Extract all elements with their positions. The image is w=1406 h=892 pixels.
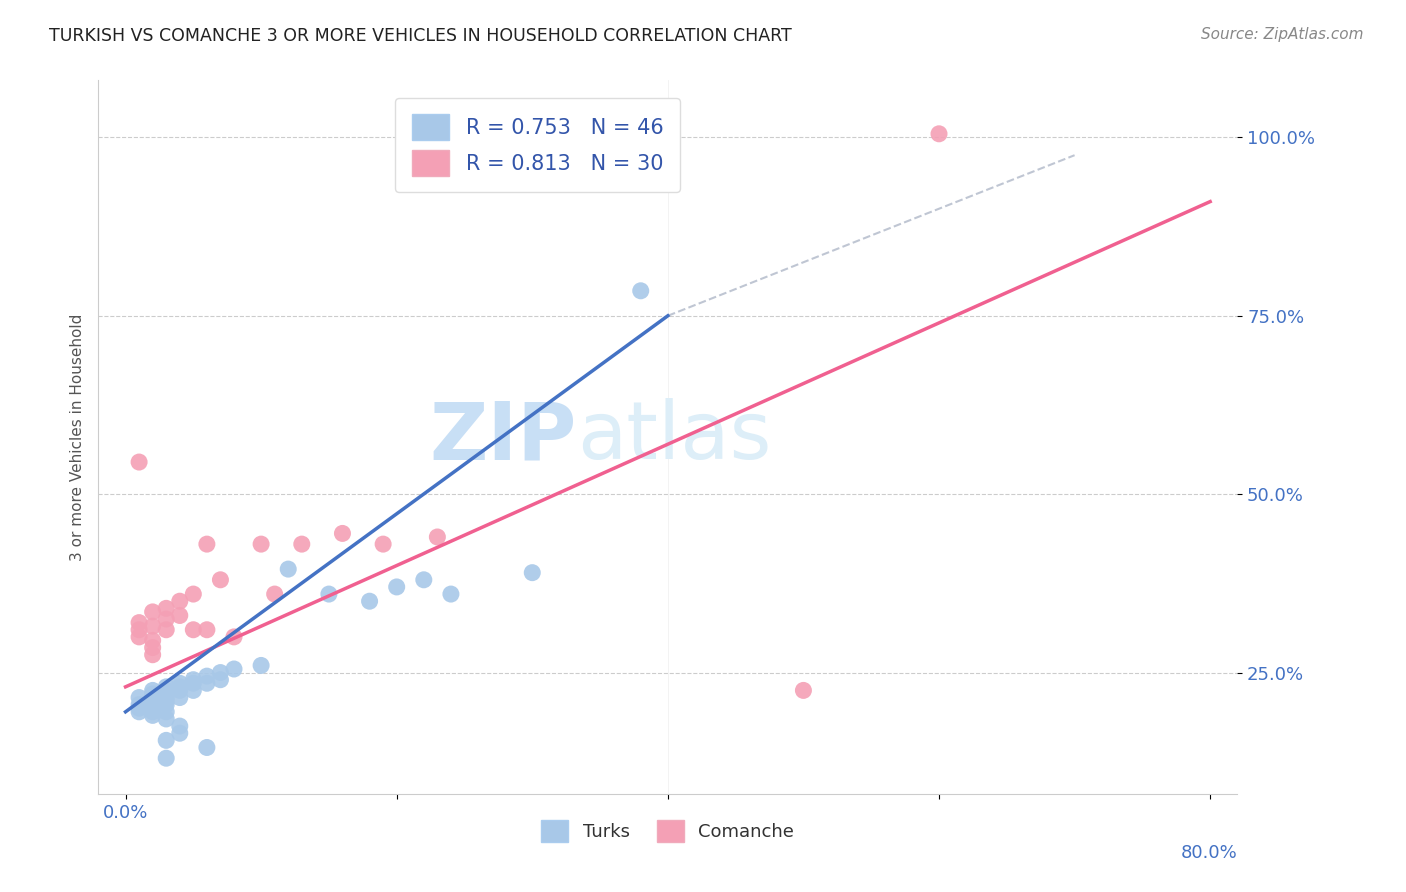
Point bbox=[142, 605, 165, 619]
Point bbox=[155, 623, 177, 637]
Point bbox=[128, 698, 150, 712]
Point bbox=[155, 712, 177, 726]
Point bbox=[142, 705, 165, 719]
Text: TURKISH VS COMANCHE 3 OR MORE VEHICLES IN HOUSEHOLD CORRELATION CHART: TURKISH VS COMANCHE 3 OR MORE VEHICLES I… bbox=[49, 27, 792, 45]
Point bbox=[263, 587, 285, 601]
Point bbox=[522, 566, 544, 580]
Point bbox=[318, 587, 340, 601]
Point bbox=[195, 537, 218, 551]
Point bbox=[128, 623, 150, 637]
Point bbox=[183, 587, 205, 601]
Point bbox=[142, 690, 165, 705]
Point bbox=[155, 705, 177, 719]
Point bbox=[169, 726, 191, 740]
Point bbox=[142, 694, 165, 708]
Point bbox=[169, 676, 191, 690]
Point bbox=[142, 708, 165, 723]
Point bbox=[142, 640, 165, 655]
Point bbox=[195, 676, 218, 690]
Point bbox=[332, 526, 354, 541]
Point bbox=[195, 623, 218, 637]
Text: 80.0%: 80.0% bbox=[1181, 844, 1237, 862]
Point bbox=[155, 751, 177, 765]
Text: Source: ZipAtlas.com: Source: ZipAtlas.com bbox=[1201, 27, 1364, 42]
Point bbox=[169, 683, 191, 698]
Point bbox=[222, 662, 245, 676]
Point bbox=[128, 630, 150, 644]
Point bbox=[222, 630, 245, 644]
Point bbox=[359, 594, 381, 608]
Point bbox=[155, 680, 177, 694]
Point bbox=[155, 683, 177, 698]
Point bbox=[142, 698, 165, 712]
Point bbox=[169, 680, 191, 694]
Point bbox=[371, 537, 394, 551]
Point bbox=[128, 701, 150, 715]
Point bbox=[155, 612, 177, 626]
Point bbox=[128, 615, 150, 630]
Point bbox=[128, 690, 150, 705]
Point bbox=[277, 562, 299, 576]
Point bbox=[142, 683, 165, 698]
Point bbox=[155, 690, 177, 705]
Point bbox=[250, 658, 273, 673]
Point bbox=[291, 537, 314, 551]
Point bbox=[630, 284, 652, 298]
Point bbox=[128, 705, 150, 719]
Point bbox=[412, 573, 434, 587]
Point bbox=[128, 455, 150, 469]
Point bbox=[169, 608, 191, 623]
Point bbox=[195, 740, 218, 755]
Point bbox=[440, 587, 463, 601]
Point bbox=[169, 719, 191, 733]
Point bbox=[142, 619, 165, 633]
Point bbox=[142, 687, 165, 701]
Point bbox=[142, 648, 165, 662]
Point bbox=[183, 683, 205, 698]
Point bbox=[195, 669, 218, 683]
Text: atlas: atlas bbox=[576, 398, 770, 476]
Point bbox=[169, 690, 191, 705]
Text: ZIP: ZIP bbox=[429, 398, 576, 476]
Point bbox=[792, 683, 814, 698]
Point bbox=[142, 633, 165, 648]
Point bbox=[928, 127, 950, 141]
Point bbox=[385, 580, 408, 594]
Point bbox=[209, 673, 232, 687]
Legend: Turks, Comanche: Turks, Comanche bbox=[534, 813, 801, 849]
Point bbox=[183, 623, 205, 637]
Point bbox=[155, 698, 177, 712]
Y-axis label: 3 or more Vehicles in Household: 3 or more Vehicles in Household bbox=[69, 313, 84, 561]
Point bbox=[250, 537, 273, 551]
Point bbox=[142, 701, 165, 715]
Point bbox=[209, 665, 232, 680]
Point bbox=[155, 733, 177, 747]
Point bbox=[155, 601, 177, 615]
Point bbox=[155, 694, 177, 708]
Point bbox=[183, 673, 205, 687]
Point bbox=[426, 530, 449, 544]
Point bbox=[209, 573, 232, 587]
Point bbox=[169, 594, 191, 608]
Point bbox=[155, 687, 177, 701]
Point bbox=[183, 676, 205, 690]
